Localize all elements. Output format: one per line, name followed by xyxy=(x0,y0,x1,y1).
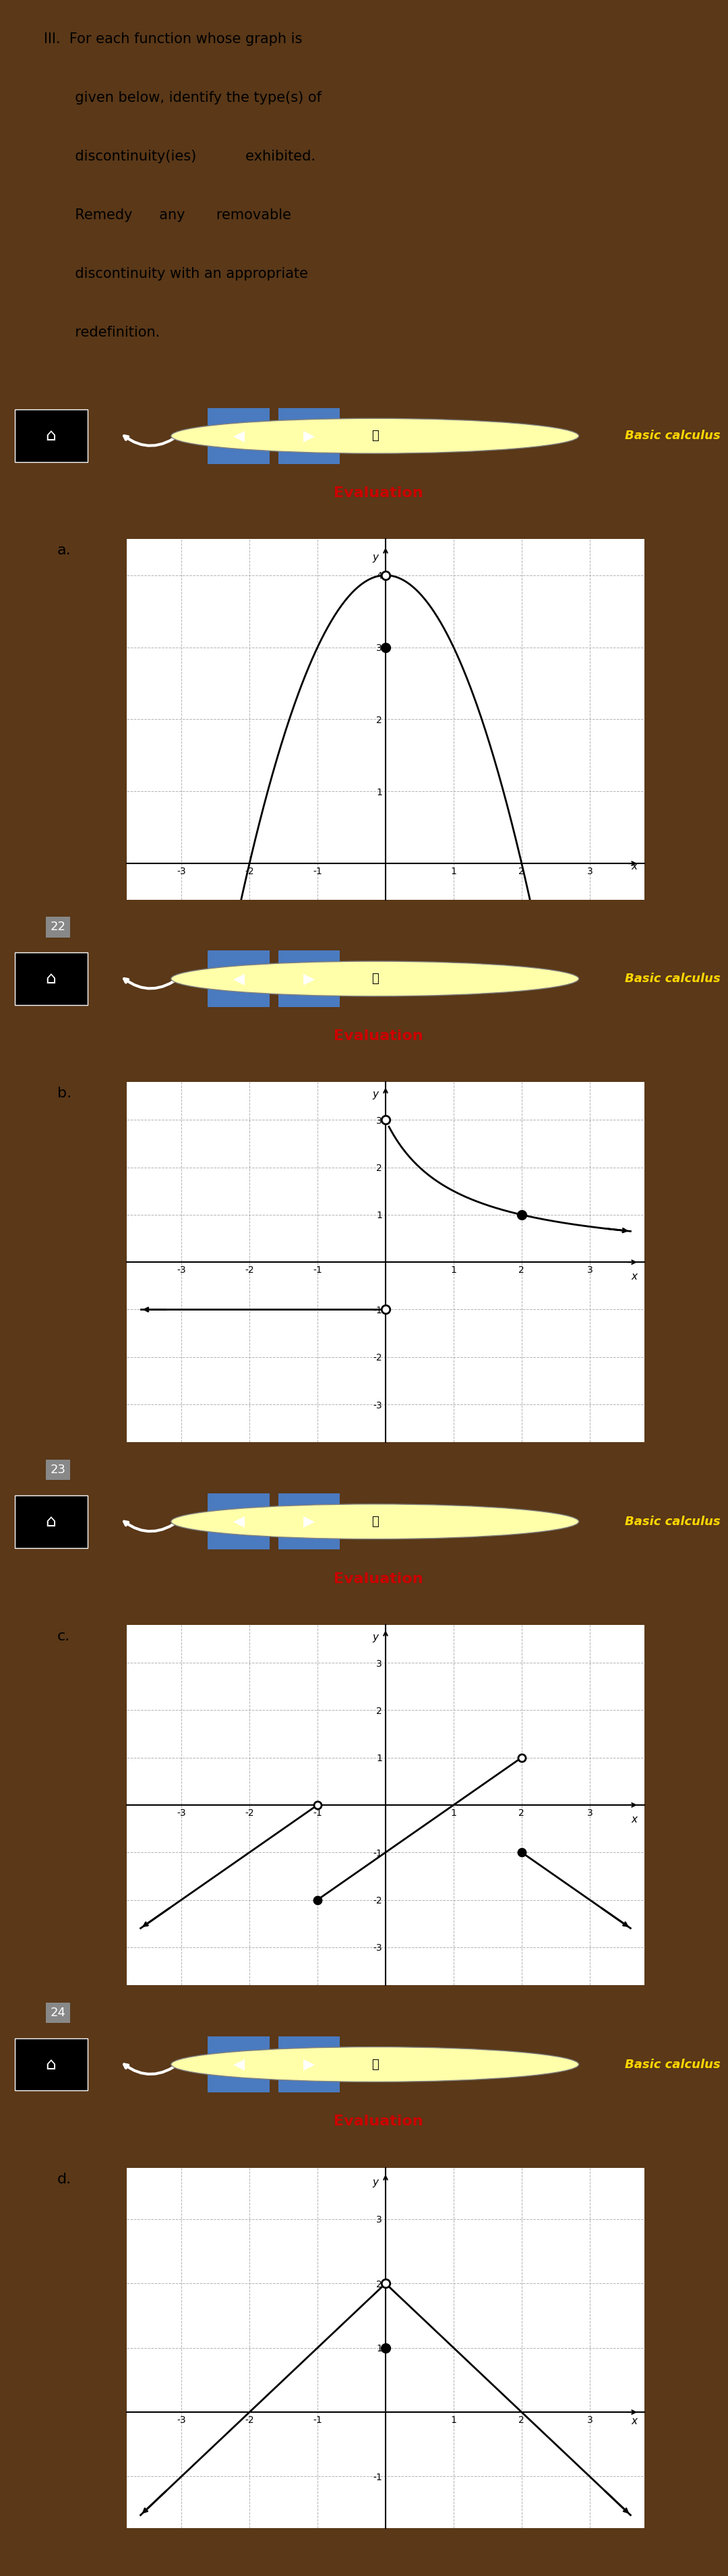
Text: 💡: 💡 xyxy=(371,430,379,443)
Text: ▶: ▶ xyxy=(304,2058,315,2071)
Text: y = h(x): y = h(x) xyxy=(120,1631,191,1643)
Text: 23: 23 xyxy=(50,1463,66,1476)
Text: 💡: 💡 xyxy=(371,974,379,984)
Text: 22: 22 xyxy=(50,922,66,933)
Text: Evaluation: Evaluation xyxy=(334,2115,423,2128)
Text: ▶: ▶ xyxy=(304,971,315,987)
FancyBboxPatch shape xyxy=(15,1494,87,1548)
Text: ⌂: ⌂ xyxy=(46,1515,56,1530)
Text: ◀: ◀ xyxy=(233,1515,245,1528)
FancyBboxPatch shape xyxy=(278,2035,340,2092)
Text: Evaluation: Evaluation xyxy=(334,487,423,500)
FancyBboxPatch shape xyxy=(207,951,269,1007)
Text: ▶: ▶ xyxy=(304,1515,315,1528)
Text: y: y xyxy=(372,1633,379,1641)
Text: Remedy      any       removable: Remedy any removable xyxy=(44,209,291,222)
Text: y = j(x): y = j(x) xyxy=(120,2172,185,2187)
Text: Evaluation: Evaluation xyxy=(334,1571,423,1584)
FancyBboxPatch shape xyxy=(278,1494,340,1551)
Text: x: x xyxy=(631,860,637,871)
FancyBboxPatch shape xyxy=(207,2035,269,2092)
Text: 💡: 💡 xyxy=(371,1515,379,1528)
Text: ◀: ◀ xyxy=(233,971,245,987)
Text: ◀: ◀ xyxy=(233,2058,245,2071)
Text: ▶: ▶ xyxy=(304,430,315,443)
FancyBboxPatch shape xyxy=(207,407,269,464)
Circle shape xyxy=(171,1504,579,1538)
Text: x: x xyxy=(631,2416,637,2427)
Text: y = g(x): y = g(x) xyxy=(120,1087,191,1100)
FancyBboxPatch shape xyxy=(207,1494,269,1551)
Text: Basic calculus: Basic calculus xyxy=(625,1515,721,1528)
Text: y: y xyxy=(372,2177,379,2187)
Text: Basic calculus: Basic calculus xyxy=(625,430,721,443)
Text: y: y xyxy=(372,551,379,562)
Text: discontinuity(ies)           exhibited.: discontinuity(ies) exhibited. xyxy=(44,149,315,162)
Text: x: x xyxy=(631,1273,637,1283)
Text: given below, identify the type(s) of: given below, identify the type(s) of xyxy=(44,90,321,106)
Text: redefinition.: redefinition. xyxy=(44,325,159,340)
Text: a.: a. xyxy=(57,544,71,556)
Text: Basic calculus: Basic calculus xyxy=(625,2058,721,2071)
Text: d.: d. xyxy=(57,2172,71,2187)
Circle shape xyxy=(171,2048,579,2081)
Text: c.: c. xyxy=(57,1631,70,1643)
Text: y = f(x): y = f(x) xyxy=(120,544,186,556)
Text: Evaluation: Evaluation xyxy=(334,1030,423,1043)
FancyBboxPatch shape xyxy=(15,410,87,461)
Text: ⌂: ⌂ xyxy=(46,971,56,987)
Text: ⌂: ⌂ xyxy=(46,2056,56,2074)
FancyBboxPatch shape xyxy=(15,953,87,1005)
Text: discontinuity with an appropriate: discontinuity with an appropriate xyxy=(44,268,308,281)
FancyBboxPatch shape xyxy=(278,951,340,1007)
Text: 💡: 💡 xyxy=(371,2058,379,2071)
FancyBboxPatch shape xyxy=(15,2038,87,2092)
Text: ⌂: ⌂ xyxy=(46,428,56,443)
Text: ◀: ◀ xyxy=(233,430,245,443)
FancyBboxPatch shape xyxy=(278,407,340,464)
Text: 24: 24 xyxy=(50,2007,66,2020)
Text: x: x xyxy=(631,1814,637,1824)
Circle shape xyxy=(171,961,579,997)
Text: Basic calculus: Basic calculus xyxy=(625,974,721,984)
Circle shape xyxy=(171,417,579,453)
Text: III.  For each function whose graph is: III. For each function whose graph is xyxy=(44,33,302,46)
Text: y: y xyxy=(372,1090,379,1100)
Text: b.: b. xyxy=(57,1087,71,1100)
